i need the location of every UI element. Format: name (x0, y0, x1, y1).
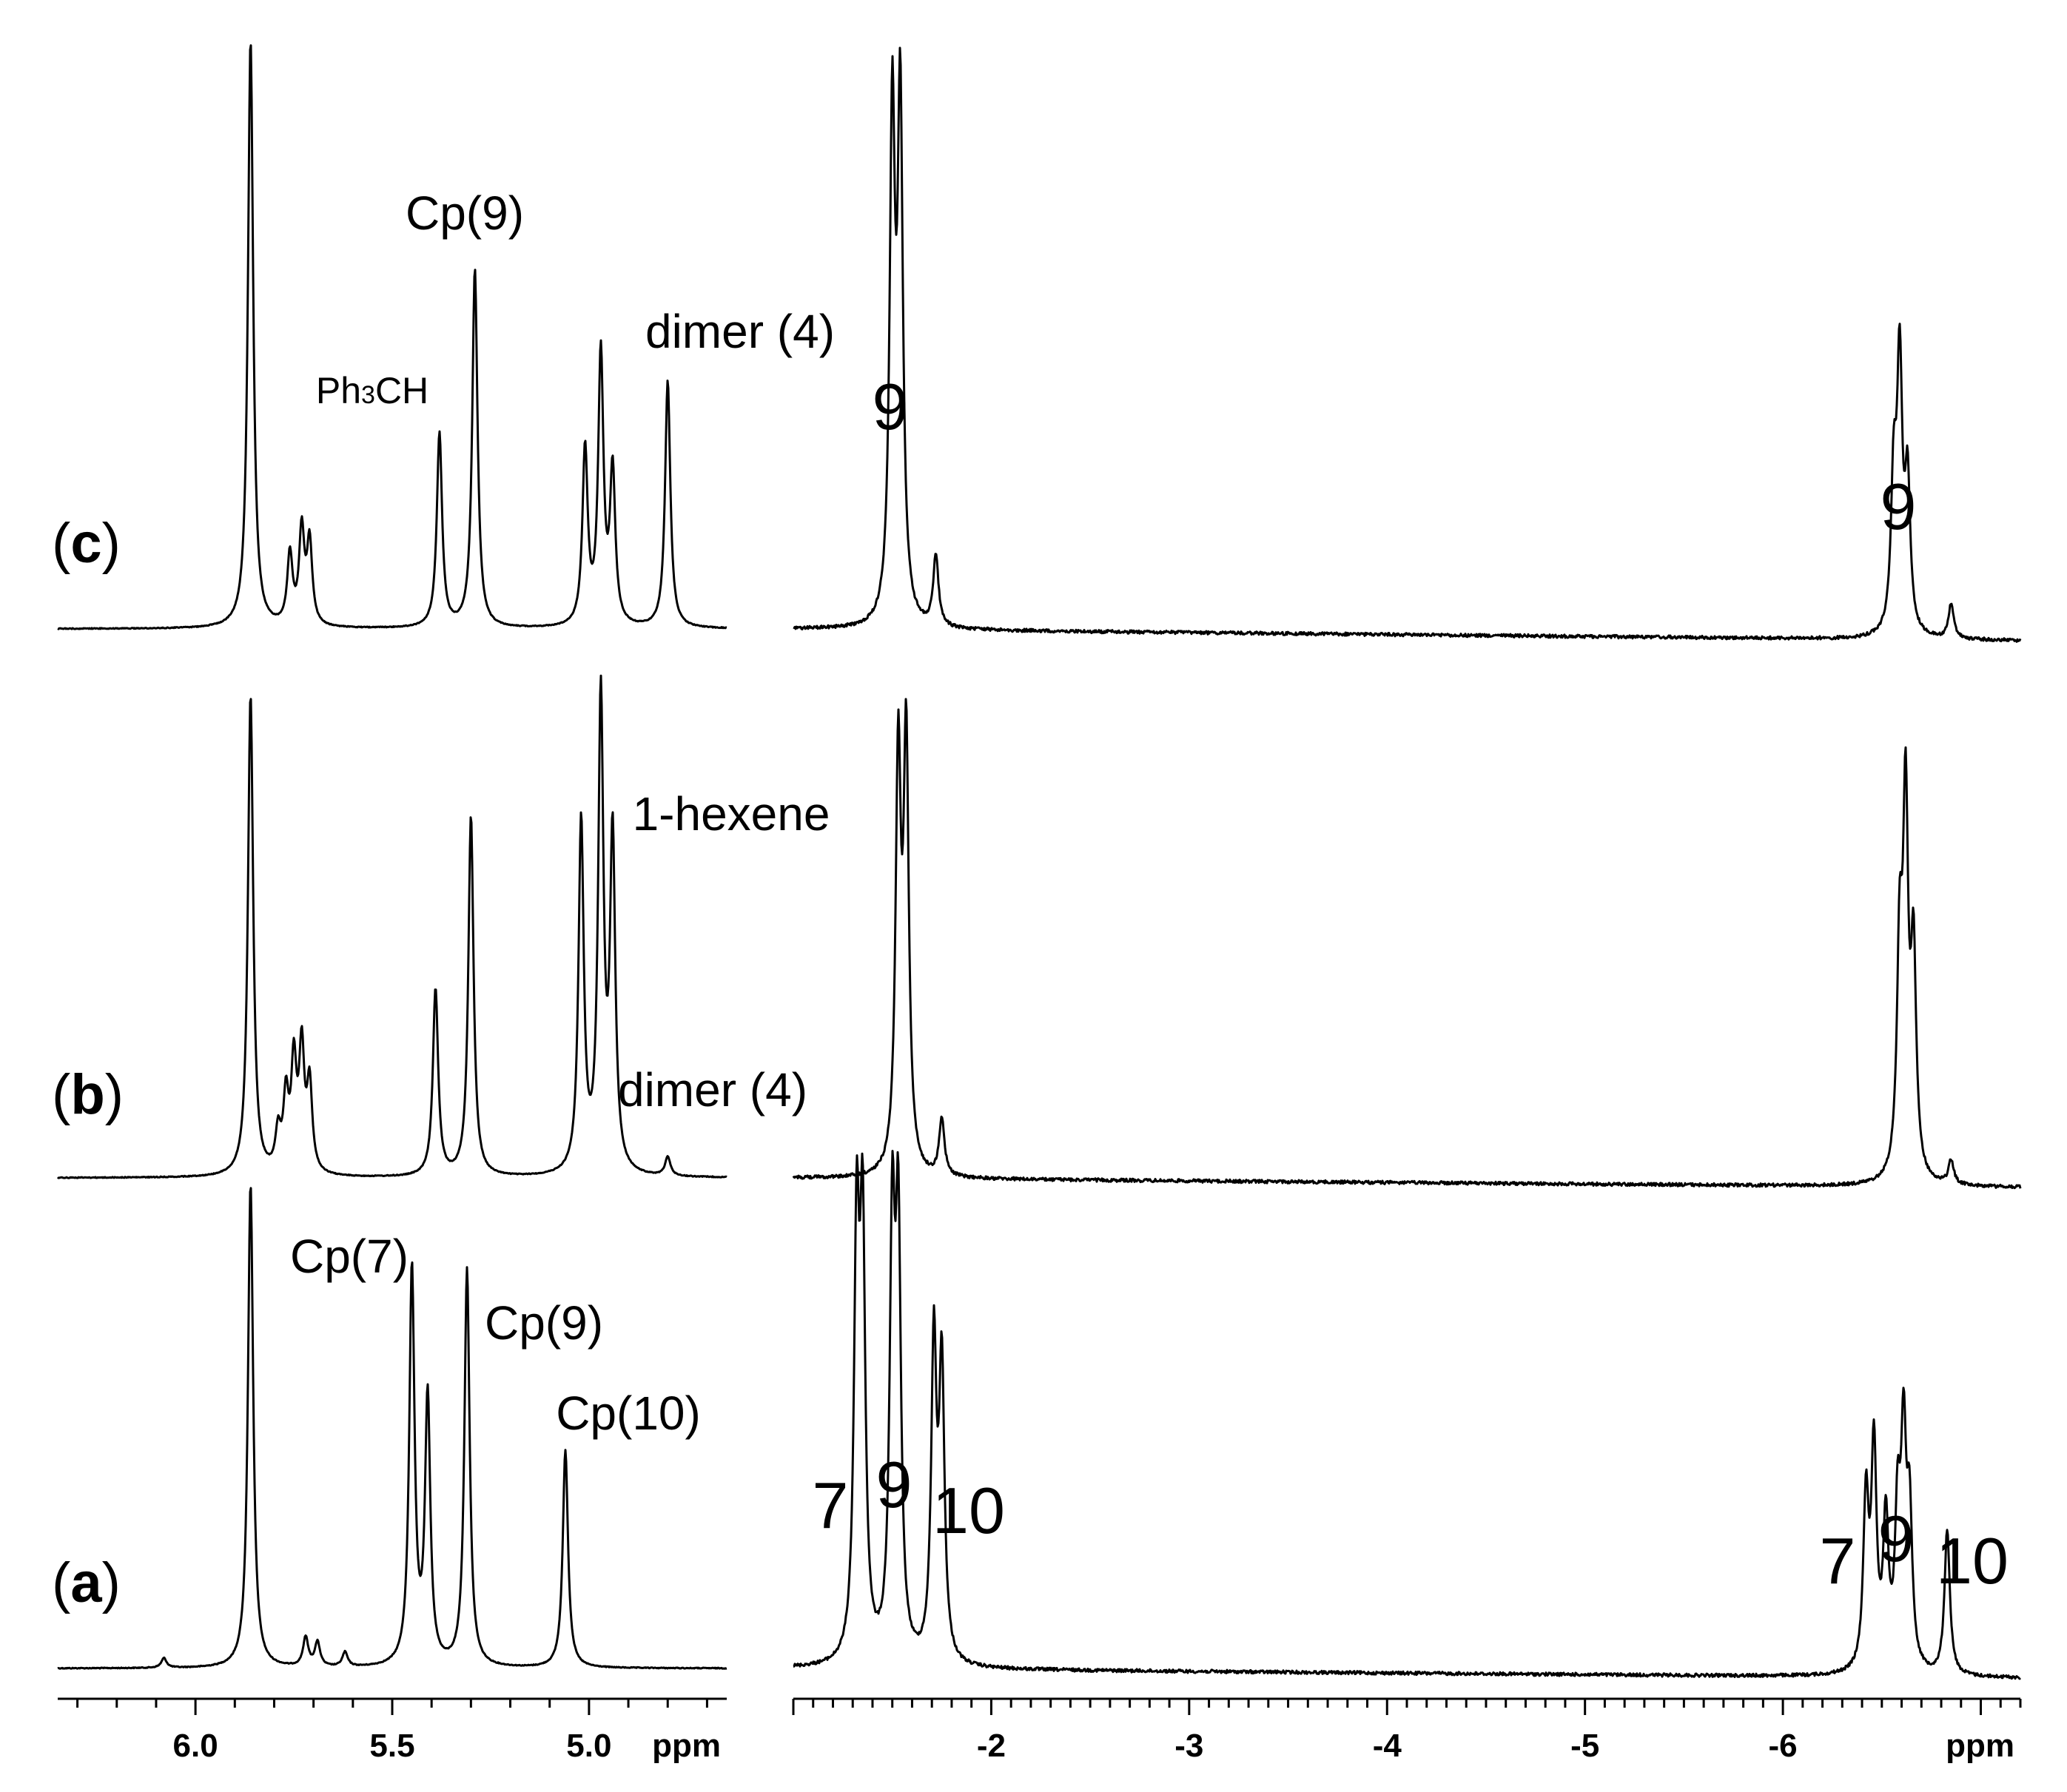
tick-label: -6 (1769, 1728, 1798, 1764)
annotation-b-9: 1-hexene (633, 787, 830, 841)
spectrum-c-left-trace (57, 44, 727, 630)
panel-label-a: (a) (52, 1552, 121, 1614)
annotation-a-4: 9 (876, 1448, 912, 1521)
annotation-a-6: 7 (1820, 1524, 1856, 1597)
annotation-a-5: 10 (932, 1474, 1005, 1547)
ppm-axes: 6.0 5.5 5.0 ppm -2 -3 -4 -5 -6 ppm (58, 1697, 2022, 1764)
spectrum-a-right-trace (793, 1150, 2022, 1680)
annotation-a-1: Cp(9) (485, 1296, 603, 1350)
annotation-a-3: 7 (813, 1469, 849, 1542)
annotation-a-7: 9 (1878, 1502, 1915, 1575)
spectrum-traces (56, 44, 2022, 1680)
panel-label-b: (b) (52, 1063, 124, 1126)
left-axis-unit-label: ppm (652, 1728, 721, 1764)
tick-label: -4 (1373, 1728, 1402, 1764)
annotation-c-15: 9 (1881, 470, 1917, 543)
annotation-a-2: Cp(10) (556, 1387, 701, 1440)
annotation-c-11: Cp(9) (406, 186, 524, 240)
tick-label: 5.0 (566, 1728, 611, 1764)
annotation-c-14: 9 (873, 370, 909, 443)
annotation-c-12: Ph3CH (316, 370, 428, 411)
spectrum-b-left-trace (56, 674, 727, 1179)
annotation-labels: (a)(b)(c)Cp(7)Cp(9)Cp(10)7 9 107 9 101-hexen… (52, 186, 2009, 1614)
tick-label: 5.5 (369, 1728, 414, 1764)
annotation-c-13: dimer (4) (645, 305, 835, 358)
annotation-a-8: 10 (1936, 1524, 2009, 1597)
tick-label: -3 (1174, 1728, 1203, 1764)
tick-label: -5 (1570, 1728, 1599, 1764)
annotation-b-10: dimer (4) (618, 1063, 807, 1116)
tick-label: -2 (977, 1728, 1006, 1764)
spectrum-a-left-trace (57, 1187, 727, 1670)
right-axis-unit-label: ppm (1946, 1728, 2014, 1764)
spectrum-c-right-trace (793, 47, 2022, 643)
panel-label-c: (c) (52, 512, 121, 575)
spectrum-b-right-trace (792, 698, 2022, 1190)
annotation-a-0: Cp(7) (290, 1230, 409, 1283)
tick-label: 6.0 (173, 1728, 218, 1764)
